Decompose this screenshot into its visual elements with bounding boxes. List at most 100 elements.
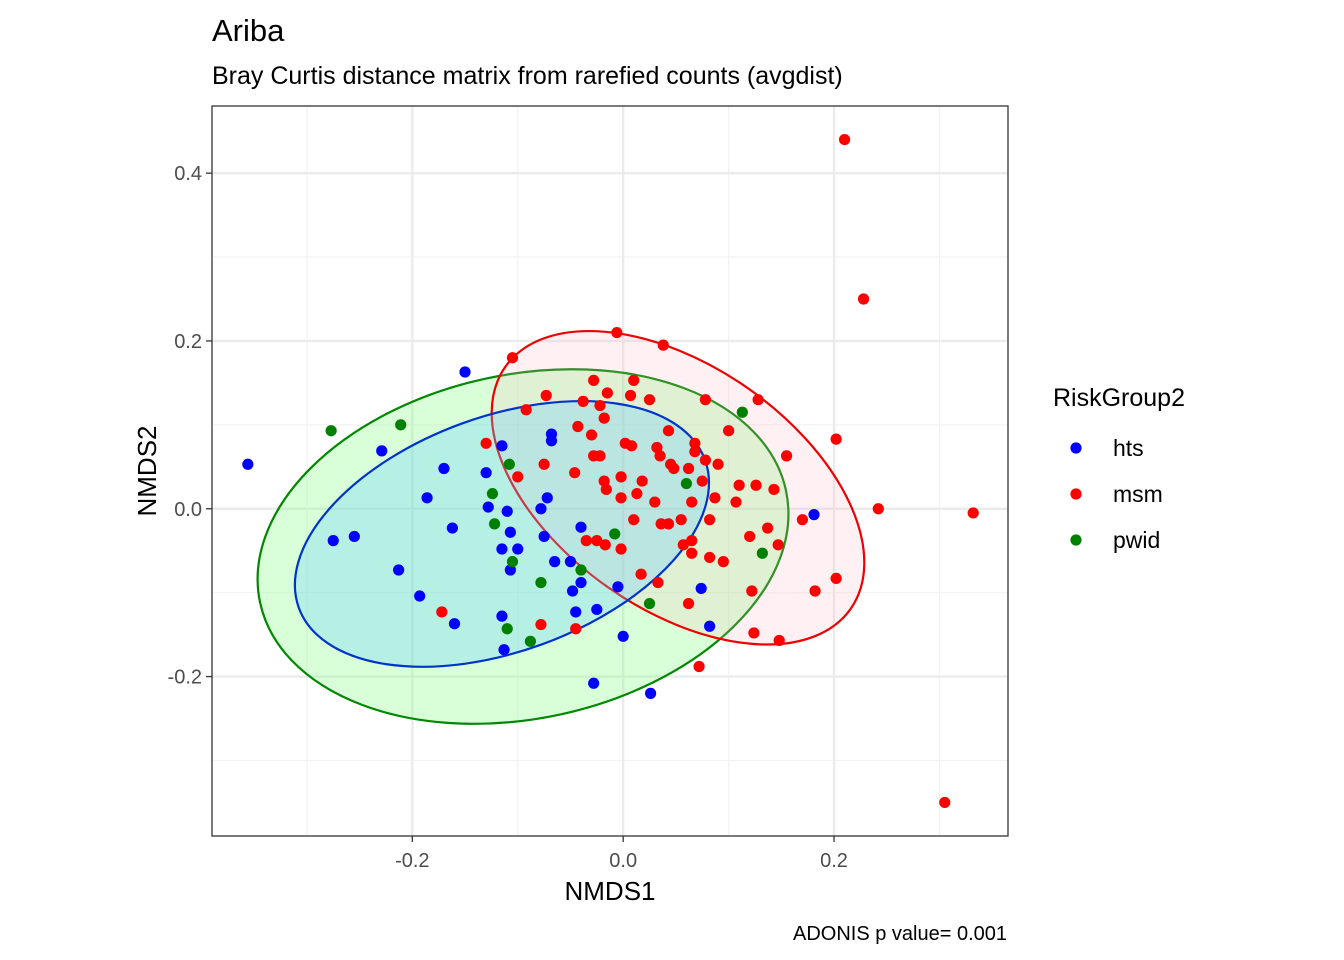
point-msm bbox=[598, 475, 610, 487]
point-msm bbox=[809, 585, 821, 597]
point-pwid bbox=[736, 406, 748, 418]
point-hts bbox=[496, 440, 508, 452]
point-msm bbox=[752, 394, 764, 406]
point-hts bbox=[327, 535, 339, 547]
point-hts bbox=[612, 581, 624, 593]
point-msm bbox=[615, 543, 627, 555]
point-msm bbox=[594, 399, 606, 412]
point-msm bbox=[572, 420, 584, 433]
point-msm bbox=[628, 374, 640, 386]
point-hts bbox=[459, 366, 471, 378]
data-points bbox=[242, 133, 979, 809]
x-tick-label: 0.2 bbox=[820, 850, 848, 872]
point-hts bbox=[575, 521, 587, 533]
point-msm bbox=[746, 585, 758, 597]
point-pwid bbox=[506, 556, 519, 568]
point-pwid bbox=[575, 564, 587, 576]
point-hts bbox=[498, 644, 510, 656]
chart-subtitle: Bray Curtis distance matrix from rarefie… bbox=[212, 62, 843, 90]
point-msm bbox=[686, 547, 698, 559]
point-hts bbox=[482, 501, 494, 513]
point-msm bbox=[699, 394, 712, 406]
point-msm bbox=[538, 458, 550, 470]
point-msm bbox=[649, 496, 661, 508]
point-msm bbox=[436, 606, 448, 618]
point-msm bbox=[773, 634, 785, 647]
point-hts bbox=[570, 606, 582, 618]
point-pwid bbox=[756, 547, 768, 559]
point-hts bbox=[376, 445, 388, 457]
point-msm bbox=[693, 660, 705, 673]
point-hts bbox=[591, 603, 603, 616]
legend-label-pwid: pwid bbox=[1113, 527, 1160, 553]
point-hts bbox=[538, 530, 550, 543]
point-msm bbox=[651, 441, 663, 454]
point-pwid bbox=[680, 477, 693, 490]
point-pwid bbox=[395, 419, 407, 431]
point-hts bbox=[501, 505, 513, 517]
point-hts bbox=[446, 522, 458, 534]
point-hts bbox=[348, 530, 360, 543]
point-msm bbox=[723, 425, 735, 437]
point-msm bbox=[570, 623, 582, 635]
point-msm bbox=[717, 556, 729, 568]
chart-caption: ADONIS p value= 0.001 bbox=[793, 923, 1007, 945]
plot-panel bbox=[211, 105, 1009, 837]
point-msm bbox=[611, 326, 623, 339]
point-msm bbox=[626, 440, 638, 452]
point-msm bbox=[689, 437, 701, 449]
point-msm bbox=[689, 446, 701, 458]
point-msm bbox=[748, 627, 760, 639]
point-msm bbox=[686, 535, 698, 547]
point-msm bbox=[730, 496, 742, 508]
point-msm bbox=[830, 433, 842, 445]
point-hts bbox=[242, 458, 254, 470]
grid-major bbox=[212, 106, 1008, 836]
point-msm bbox=[601, 387, 613, 399]
legend-label-msm: msm bbox=[1113, 481, 1163, 507]
point-hts bbox=[504, 564, 516, 576]
point-msm bbox=[585, 429, 598, 441]
point-pwid bbox=[609, 528, 621, 540]
point-msm bbox=[600, 483, 612, 496]
point-msm bbox=[733, 479, 745, 491]
y-tick-label: 0.4 bbox=[174, 163, 202, 185]
point-msm bbox=[677, 539, 689, 551]
point-msm bbox=[652, 576, 664, 589]
point-msm bbox=[654, 450, 666, 462]
y-tick-label: -0.2 bbox=[168, 667, 202, 689]
point-msm bbox=[704, 514, 716, 526]
point-hts bbox=[704, 620, 716, 632]
point-msm bbox=[772, 539, 784, 551]
point-msm bbox=[580, 535, 592, 547]
point-hts bbox=[617, 630, 629, 642]
grid-minor bbox=[212, 106, 1008, 836]
point-msm bbox=[838, 133, 851, 146]
point-msm bbox=[796, 514, 809, 526]
point-msm bbox=[668, 462, 680, 475]
point-pwid bbox=[501, 623, 513, 635]
y-tick-label: 0.2 bbox=[174, 331, 202, 353]
point-msm bbox=[768, 483, 780, 496]
point-pwid bbox=[535, 576, 547, 589]
point-hts bbox=[496, 610, 508, 622]
point-msm bbox=[480, 437, 492, 449]
point-hts bbox=[564, 556, 577, 568]
point-msm bbox=[569, 467, 581, 479]
point-hts bbox=[414, 590, 426, 602]
point-msm bbox=[506, 352, 519, 364]
chart-title: Ariba bbox=[212, 13, 285, 48]
point-hts bbox=[549, 556, 561, 568]
point-hts bbox=[566, 585, 579, 597]
legend-label-hts: hts bbox=[1113, 435, 1144, 461]
point-msm bbox=[686, 496, 698, 508]
point-msm bbox=[588, 374, 600, 386]
point-hts bbox=[393, 564, 405, 576]
point-pwid bbox=[325, 425, 337, 437]
y-axis-title: NMDS2 bbox=[132, 425, 162, 516]
x-axis-title: NMDS1 bbox=[564, 876, 655, 906]
point-msm bbox=[696, 475, 708, 487]
panel-background bbox=[212, 106, 1008, 836]
point-msm bbox=[780, 450, 793, 462]
